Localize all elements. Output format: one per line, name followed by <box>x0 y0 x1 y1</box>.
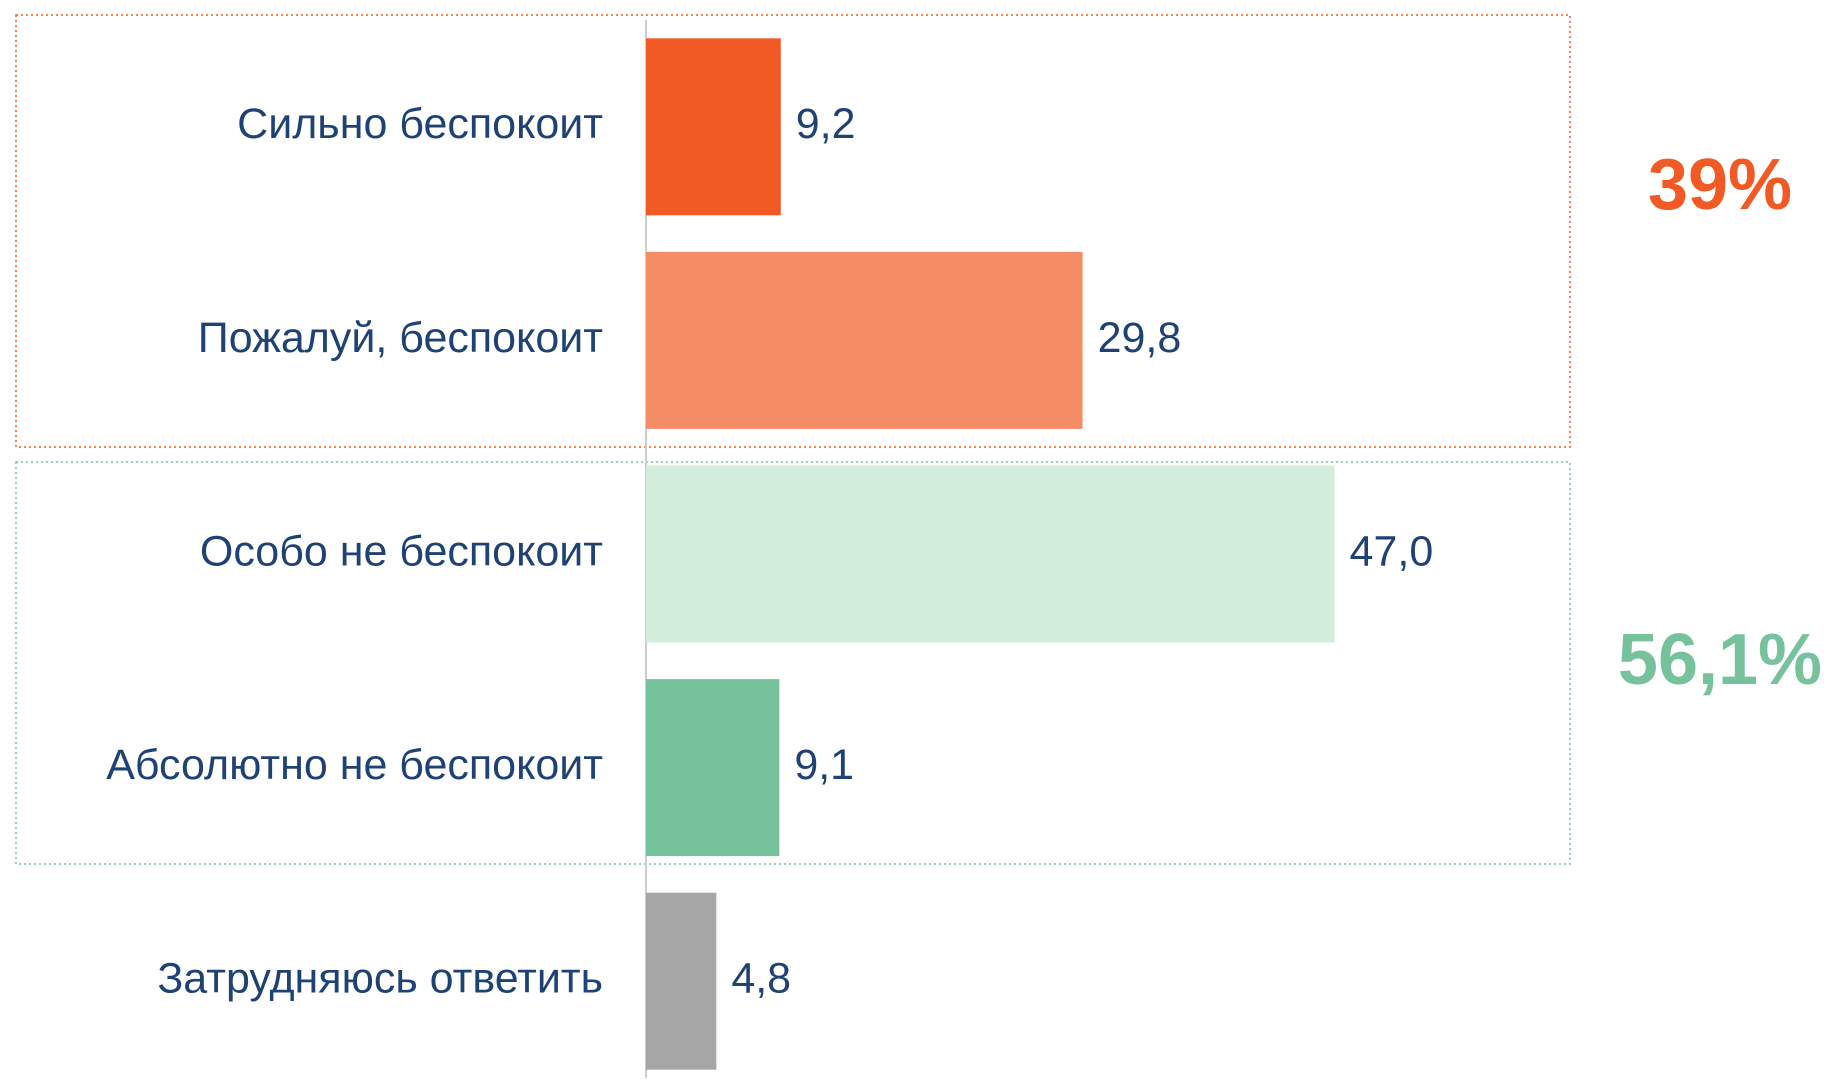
category-label: Особо не беспокоит <box>200 527 603 575</box>
category-label: Пожалуй, беспокоит <box>198 314 603 362</box>
bar <box>646 465 1335 643</box>
category-label: Сильно беспокоит <box>237 100 603 148</box>
value-label: 4,8 <box>731 955 791 1003</box>
group-total: 39% <box>1648 145 1792 225</box>
group-box <box>15 461 1571 865</box>
value-label: 9,1 <box>794 741 854 789</box>
value-label: 47,0 <box>1350 527 1434 575</box>
bar <box>646 892 717 1070</box>
category-label: Затрудняюсь ответить <box>157 955 603 1003</box>
bar <box>646 679 780 857</box>
value-label: 9,2 <box>796 100 856 148</box>
bar <box>646 38 781 216</box>
value-label: 29,8 <box>1098 314 1182 362</box>
category-label: Абсолютно не беспокоит <box>106 741 603 789</box>
group-box <box>15 14 1571 448</box>
group-total: 56,1% <box>1618 620 1822 700</box>
bar <box>646 251 1083 429</box>
